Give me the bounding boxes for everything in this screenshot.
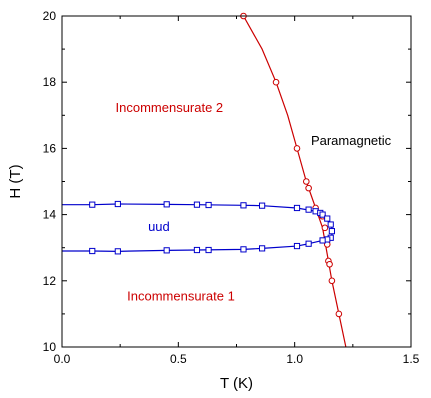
data-point xyxy=(240,246,247,253)
x-tick-label: 0.5 xyxy=(170,352,187,366)
data-point xyxy=(326,260,333,268)
data-point xyxy=(205,201,212,209)
tick-layer: 0.0 0.5 1.0 1.5 10 12 14 16 18 20 xyxy=(43,9,420,366)
y-tick-label: 10 xyxy=(43,340,57,354)
data-point xyxy=(305,184,312,192)
data-point xyxy=(321,224,329,232)
series-0 xyxy=(240,12,347,347)
y-tick-label: 18 xyxy=(43,75,57,89)
data-point xyxy=(89,201,96,208)
data-point xyxy=(205,246,212,254)
data-point xyxy=(327,221,334,228)
x-tick-label: 1.0 xyxy=(286,352,303,366)
y-tick-label: 20 xyxy=(43,9,57,23)
data-point xyxy=(240,202,247,209)
data-point xyxy=(258,245,266,252)
series-line xyxy=(62,203,334,252)
y-tick-label: 12 xyxy=(43,274,57,288)
data-point xyxy=(258,202,266,209)
data-point xyxy=(328,228,335,235)
data-point xyxy=(114,248,121,255)
y-tick-label: 14 xyxy=(43,208,57,222)
x-tick-label: 0.0 xyxy=(54,352,71,366)
region-label: Paramagnetic xyxy=(311,133,392,148)
data-point xyxy=(293,242,301,250)
data-point xyxy=(293,145,301,152)
data-point xyxy=(114,200,121,208)
y-axis-label: H (T) xyxy=(7,164,24,198)
series-1 xyxy=(62,200,335,255)
data-point xyxy=(193,246,201,254)
data-point xyxy=(89,247,96,255)
data-point xyxy=(303,178,310,185)
data-point xyxy=(324,215,331,222)
data-point xyxy=(163,201,170,208)
x-axis-label: T (K) xyxy=(220,375,253,392)
data-point xyxy=(328,277,336,285)
data-point xyxy=(293,204,301,212)
data-point xyxy=(319,211,326,218)
data-point xyxy=(305,240,312,247)
data-point xyxy=(319,237,326,244)
annotation-layer: Incommensurate 2 Paramagnetic uud Incommens… xyxy=(116,100,392,304)
data-point xyxy=(305,206,312,213)
region-label: Incommensurate 2 xyxy=(116,100,224,115)
series-line xyxy=(242,16,347,347)
y-tick-label: 16 xyxy=(43,141,57,155)
series-layer xyxy=(62,12,347,347)
data-point xyxy=(272,78,280,86)
data-point xyxy=(163,247,170,254)
data-point xyxy=(335,310,343,318)
region-label: Incommensurate 1 xyxy=(127,289,235,304)
x-tick-label: 1.5 xyxy=(403,352,420,366)
data-point xyxy=(193,201,201,208)
region-label: uud xyxy=(148,219,170,234)
